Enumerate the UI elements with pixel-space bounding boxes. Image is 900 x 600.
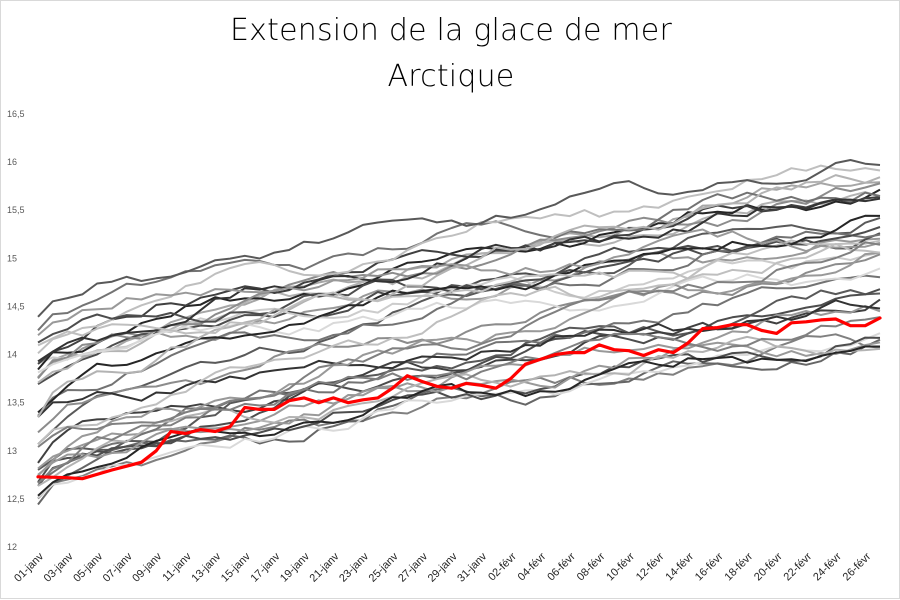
x-tick-label: 16-févr bbox=[693, 550, 726, 583]
x-tick-label: 15-janv bbox=[219, 550, 253, 584]
x-tick-label: 25-janv bbox=[367, 550, 401, 584]
x-tick-label: 20-févr bbox=[752, 550, 785, 583]
background-series-line bbox=[37, 316, 881, 448]
background-series-line bbox=[37, 345, 880, 497]
x-tick-label: 21-janv bbox=[308, 550, 342, 584]
background-series-line bbox=[37, 288, 881, 483]
y-tick-label: 15,5 bbox=[7, 205, 25, 215]
x-axis: 01-janv03-janv05-janv07-janv09-janv11-ja… bbox=[12, 550, 873, 584]
x-tick-label: 12-févr bbox=[634, 550, 667, 583]
x-tick-label: 10-févr bbox=[604, 550, 637, 583]
background-series-line bbox=[37, 267, 881, 374]
background-series-line bbox=[37, 159, 881, 318]
background-series-line bbox=[37, 216, 881, 445]
background-series-line bbox=[37, 274, 881, 484]
background-series-line bbox=[37, 174, 881, 418]
x-tick-label: 22-févr bbox=[782, 550, 815, 583]
background-series-line bbox=[37, 197, 881, 363]
highlight-series-group bbox=[36, 316, 882, 481]
x-tick-label: 06-févr bbox=[545, 550, 578, 583]
y-tick-label: 16,5 bbox=[7, 109, 25, 119]
x-tick-label: 01-janv bbox=[12, 550, 46, 584]
y-axis: 12 12,5 13 13,5 14 14,5 15 15,5 16 16,5 bbox=[7, 109, 25, 552]
x-tick-label: 29-janv bbox=[426, 550, 460, 584]
x-tick-label: 24-févr bbox=[811, 550, 844, 583]
x-tick-label: 04-févr bbox=[516, 550, 549, 583]
x-tick-label: 19-janv bbox=[278, 550, 312, 584]
y-tick-label: 14 bbox=[7, 350, 17, 360]
background-series-line bbox=[37, 242, 881, 347]
x-tick-label: 09-janv bbox=[130, 550, 164, 584]
y-tick-label: 12,5 bbox=[7, 494, 25, 504]
background-series-line bbox=[37, 164, 881, 355]
x-tick-label: 31-janv bbox=[455, 550, 489, 584]
x-tick-label: 08-févr bbox=[575, 550, 608, 583]
background-series-line bbox=[37, 253, 881, 434]
background-series-line bbox=[37, 188, 881, 371]
chart-title: Extension de la glace de mer bbox=[230, 13, 672, 48]
x-tick-label: 03-janv bbox=[42, 550, 76, 584]
background-series-line bbox=[37, 251, 881, 477]
y-tick-label: 12 bbox=[7, 542, 17, 552]
background-series-line bbox=[37, 228, 881, 337]
x-tick-label: 18-févr bbox=[722, 550, 755, 583]
y-tick-label: 14,5 bbox=[7, 301, 25, 311]
background-series-line bbox=[37, 181, 881, 379]
y-tick-label: 13 bbox=[7, 446, 17, 456]
x-tick-label: 05-janv bbox=[71, 550, 105, 584]
x-tick-label: 26-févr bbox=[841, 550, 874, 583]
x-tick-label: 11-janv bbox=[160, 550, 194, 584]
x-tick-label: 27-janv bbox=[396, 550, 430, 584]
x-tick-label: 14-févr bbox=[663, 550, 696, 583]
x-tick-label: 02-févr bbox=[486, 550, 519, 583]
background-series-line bbox=[37, 196, 881, 365]
highlight-series-line bbox=[36, 316, 882, 481]
chart-subtitle: Arctique bbox=[387, 59, 515, 94]
background-series-group bbox=[37, 159, 881, 506]
x-tick-label: 23-janv bbox=[337, 550, 371, 584]
y-tick-label: 13,5 bbox=[7, 398, 25, 408]
y-tick-label: 15 bbox=[7, 253, 17, 263]
y-tick-label: 16 bbox=[7, 157, 17, 167]
background-series-line bbox=[37, 336, 881, 487]
background-series-line bbox=[37, 241, 881, 485]
x-tick-label: 07-janv bbox=[101, 550, 135, 584]
background-series-line bbox=[37, 332, 881, 499]
x-tick-label: 17-janv bbox=[248, 550, 282, 584]
x-tick-label: 13-janv bbox=[189, 550, 223, 584]
background-series-line bbox=[37, 239, 881, 446]
